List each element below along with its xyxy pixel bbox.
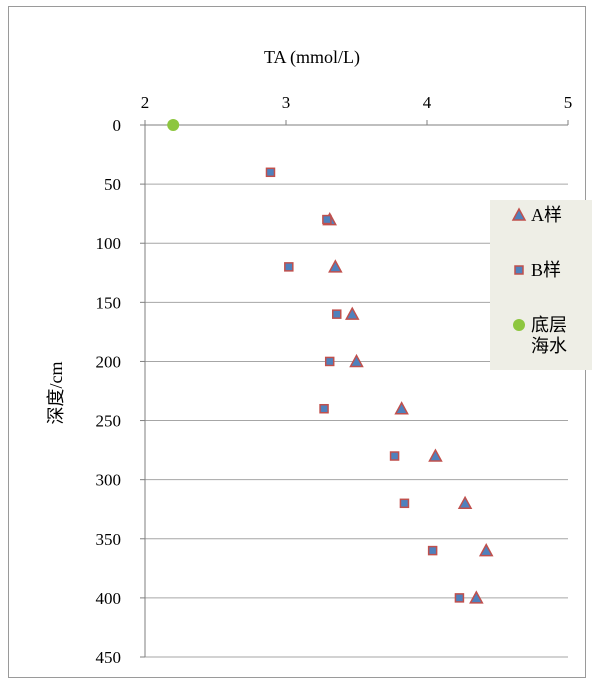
- y-tick-label-200: 200: [96, 352, 122, 371]
- x-tick-label-2: 2: [141, 93, 150, 112]
- point-series-0-7: [478, 543, 494, 557]
- point-series-0-3: [349, 353, 364, 368]
- point-series-1-4: [324, 356, 335, 367]
- point-series-1-9: [454, 593, 465, 603]
- point-series-0-6: [457, 495, 473, 510]
- legend-box: [490, 200, 592, 370]
- point-series-1-7: [399, 498, 410, 509]
- point-series-1-5: [319, 403, 329, 414]
- point-series-0-1: [328, 259, 343, 273]
- y-tick-label-0: 0: [113, 116, 122, 135]
- x-tick-label-4: 4: [423, 93, 432, 112]
- y-tick-label-150: 150: [96, 293, 122, 312]
- y-tick-label-400: 400: [96, 589, 122, 608]
- gridlines: [145, 183, 568, 658]
- y-tick-label-350: 350: [96, 530, 122, 549]
- point-series-0-8: [469, 590, 484, 604]
- y-axis-title: 深度/cm: [46, 362, 66, 425]
- legend-label-1-0: B样: [531, 260, 561, 280]
- point-series-1-1: [322, 214, 332, 225]
- y-tick-label-300: 300: [96, 471, 122, 490]
- legend-label-2-0: 底层: [531, 315, 567, 335]
- x-tick-label-5: 5: [564, 93, 573, 112]
- y-tick-label-100: 100: [96, 234, 122, 253]
- chart-frame: [8, 6, 586, 678]
- point-series-0-4: [394, 401, 409, 415]
- point-series-1-0: [265, 167, 276, 178]
- legend-label-0-0: A样: [531, 205, 562, 225]
- legend-marker-1: [514, 265, 524, 275]
- axes: [140, 120, 569, 658]
- x-axis-title: TA (mmol/L): [264, 47, 360, 68]
- point-series-1-6: [389, 451, 400, 461]
- legend-marker-2: [513, 319, 525, 331]
- point-series-0-5: [428, 448, 443, 462]
- point-series-1-2: [284, 262, 294, 272]
- point-series-0-2: [345, 306, 360, 320]
- y-tick-label-450: 450: [96, 648, 122, 667]
- point-series-2-0: [167, 119, 180, 131]
- y-tick-label-50: 50: [104, 175, 121, 194]
- legend-label-2-1: 海水: [531, 336, 567, 356]
- point-series-1-8: [427, 545, 438, 556]
- x-tick-label-3: 3: [282, 93, 291, 112]
- point-series-1-3: [332, 309, 342, 319]
- y-tick-label-250: 250: [96, 412, 122, 431]
- data-points: [167, 119, 494, 604]
- tick-labels: 0 50 100 150 200 250 300 350 400 450 2 3 4 5: [96, 93, 573, 667]
- legend-marker-0: [511, 207, 527, 221]
